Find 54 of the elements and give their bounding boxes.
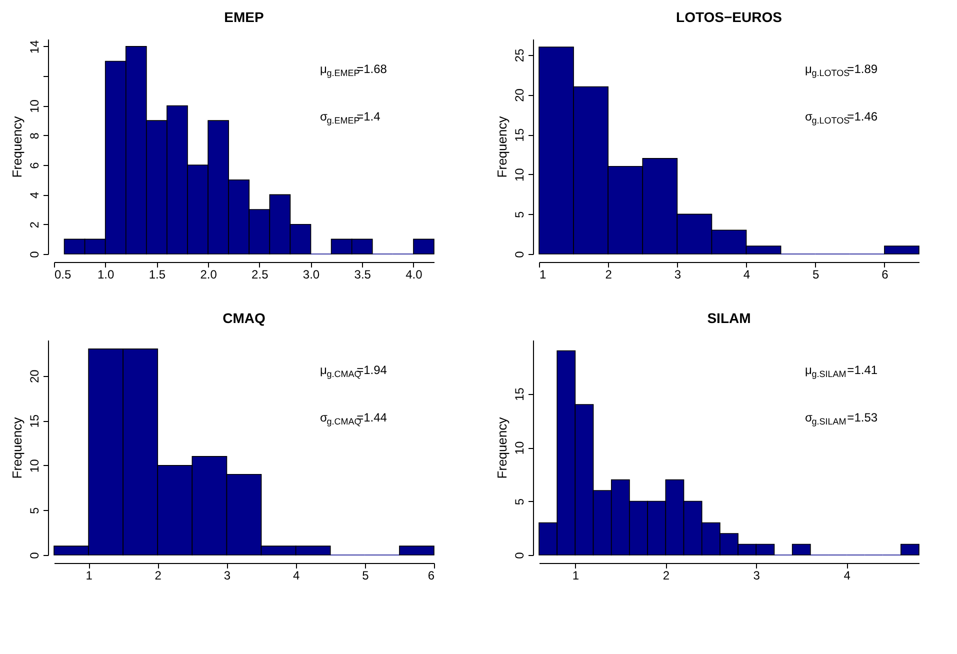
- x-tick-label: 4: [292, 568, 300, 582]
- y-tick-label: 10: [512, 168, 526, 182]
- y-axis-title: Frequency: [10, 116, 24, 178]
- x-tick-label: 2.5: [252, 268, 269, 282]
- y-tick-label: 15: [512, 128, 526, 142]
- x-tick-label: 3: [753, 568, 760, 582]
- y-tick-label: 4: [28, 192, 42, 199]
- y-tick-label: 10: [28, 458, 42, 473]
- x-tick-label: 6: [428, 568, 435, 582]
- chart-title: LOTOS−EUROS: [676, 9, 782, 25]
- y-tick-label: 10: [28, 99, 42, 113]
- y-tick-label: 5: [512, 498, 526, 506]
- x-tick-label: 3.5: [354, 268, 372, 282]
- x-tick-label: 0.5: [54, 268, 72, 282]
- x-tick-label: 2: [154, 568, 162, 582]
- y-tick-label: 10: [512, 441, 526, 455]
- y-axis-title: Frequency: [10, 416, 24, 479]
- x-tick-label: 3: [224, 568, 231, 582]
- y-tick-label: 20: [28, 369, 42, 384]
- y-tick-label: 2: [28, 221, 42, 228]
- y-tick-label: 0: [512, 552, 526, 559]
- y-tick-label: 6: [28, 162, 42, 169]
- y-tick-label: 15: [28, 414, 42, 428]
- y-tick-label: 0: [28, 250, 42, 258]
- x-tick-label: 3.0: [302, 268, 320, 282]
- x-tick-label: 1: [86, 568, 93, 582]
- chart-title: CMAQ: [222, 310, 266, 326]
- y-tick-label: 25: [512, 48, 526, 62]
- y-axis-title: Frequency: [494, 416, 510, 479]
- x-tick-label: 4: [844, 568, 851, 582]
- y-tick-label: 20: [512, 88, 526, 102]
- x-tick-label: 1: [540, 268, 546, 282]
- y-tick-label: 0: [28, 552, 42, 559]
- x-tick-label: 5: [812, 268, 820, 282]
- x-tick-label: 4.0: [406, 268, 423, 282]
- y-tick-label: 15: [512, 387, 526, 401]
- x-tick-label: 5: [362, 568, 370, 582]
- x-tick-label: 2: [605, 268, 612, 282]
- chart-title: SILAM: [707, 310, 751, 326]
- x-tick-label: 4: [743, 268, 750, 282]
- x-tick-label: 6: [882, 268, 889, 282]
- y-axis-title: Frequency: [494, 116, 510, 178]
- x-tick-label: 1: [572, 568, 580, 582]
- x-tick-label: 2: [662, 568, 670, 582]
- y-tick-label: 14: [28, 40, 42, 54]
- chart-title: EMEP: [224, 9, 264, 25]
- y-tick-label: 8: [28, 132, 42, 140]
- x-tick-label: 3: [674, 268, 682, 282]
- x-tick-label: 2.0: [200, 268, 218, 282]
- x-tick-label: 1.0: [98, 268, 115, 282]
- y-tick-label: 0: [512, 250, 526, 258]
- y-tick-label: 5: [512, 211, 526, 218]
- y-tick-label: 5: [28, 507, 42, 514]
- x-tick-label: 1.5: [148, 268, 166, 282]
